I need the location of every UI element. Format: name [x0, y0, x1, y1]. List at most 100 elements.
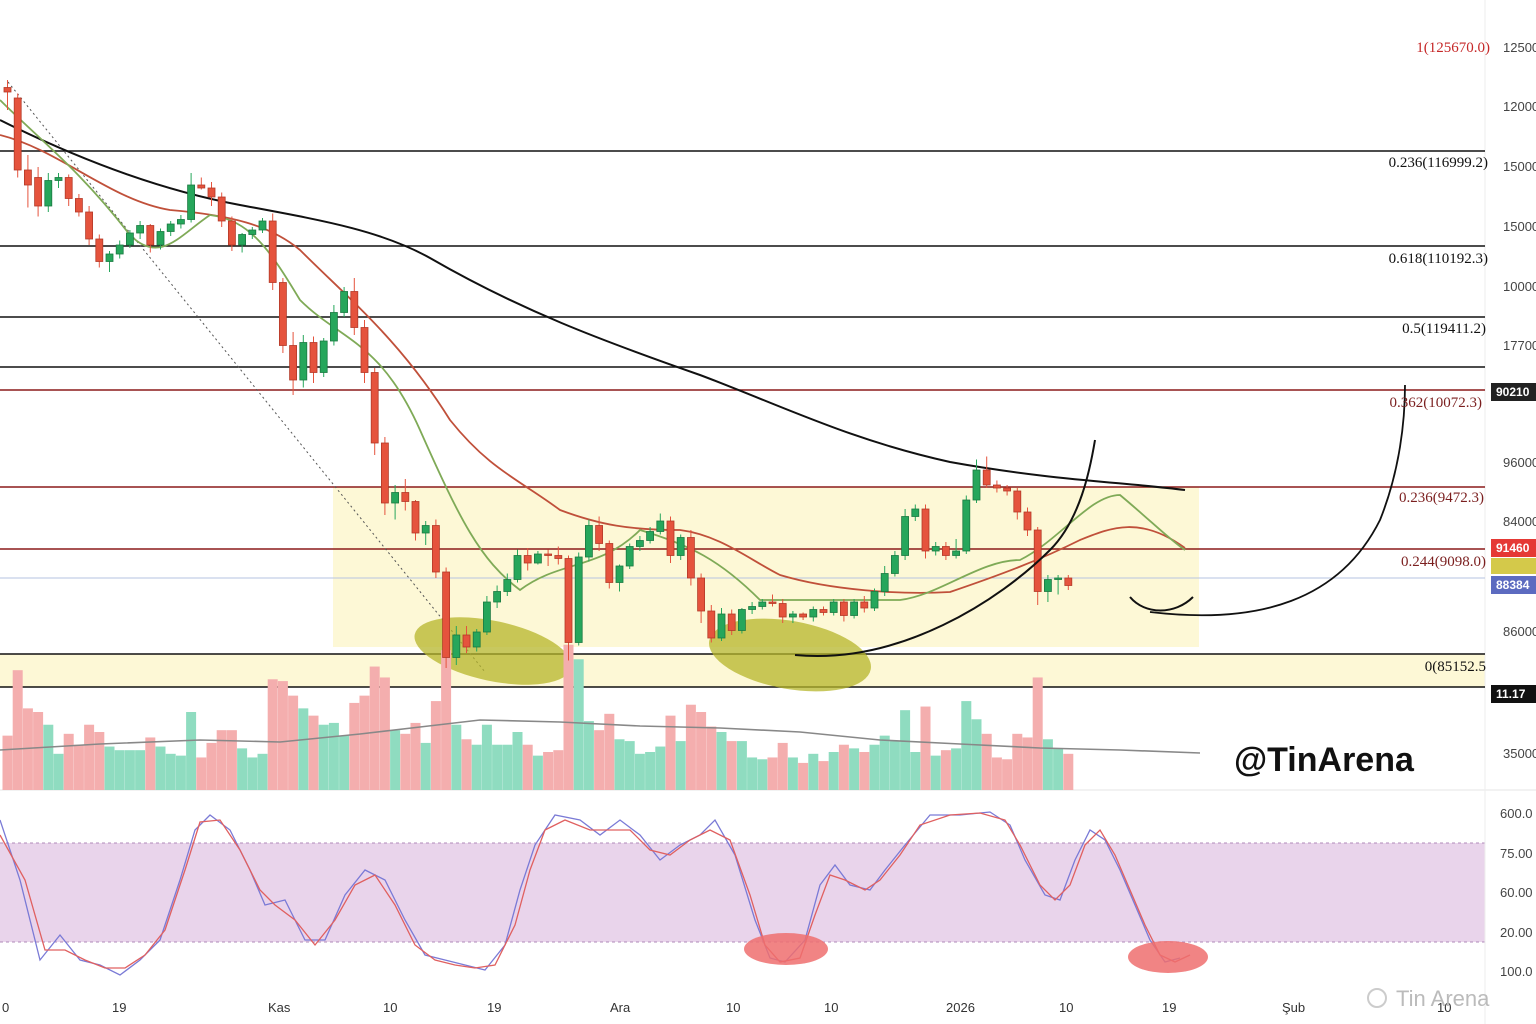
- candle-up: [472, 631, 481, 648]
- candle-up: [901, 516, 909, 556]
- price-tag: [1491, 383, 1536, 401]
- cup-arc: [1129, 596, 1194, 612]
- volume-bar: [175, 755, 186, 790]
- volume-bar: [502, 744, 513, 790]
- moving-averages: [0, 99, 1186, 601]
- volume-bar: [920, 706, 931, 790]
- watermark-text: @TinArena: [1234, 741, 1415, 779]
- footer-watermark: Tin Arena: [1367, 986, 1490, 1011]
- candle-down: [360, 327, 369, 373]
- volume-bar: [889, 741, 900, 790]
- bottom-ellipse: [709, 618, 871, 692]
- candle-down: [34, 177, 42, 207]
- candle-up: [646, 531, 654, 541]
- projection-arc: [1149, 384, 1406, 617]
- price-tag-text: 91460: [1496, 541, 1530, 555]
- volume-bar: [930, 755, 941, 790]
- oscillator-band: [0, 843, 1485, 942]
- price-tag: [1491, 558, 1536, 574]
- candle-up: [850, 601, 858, 616]
- volume-bar: [879, 735, 890, 790]
- volume-bar: [257, 753, 268, 790]
- candle-up: [676, 537, 685, 556]
- oscillator-tick: 60.00: [1500, 885, 1533, 900]
- candle-up: [656, 520, 665, 532]
- footer-watermark-text: Tin Arena: [1396, 986, 1490, 1011]
- candle-up: [136, 225, 145, 234]
- ma-50-line: [0, 134, 1186, 594]
- candle-down: [523, 555, 532, 564]
- oscillator-tick: 75.00: [1500, 846, 1533, 861]
- volume-bar: [1022, 737, 1033, 790]
- volume-bar: [379, 677, 390, 790]
- time-tick: 2026: [946, 1000, 975, 1015]
- candle-up: [1054, 577, 1062, 580]
- volume-bar: [614, 739, 625, 790]
- candle-up: [452, 634, 461, 658]
- volume-bar: [165, 753, 176, 790]
- oversold-marker: [1128, 941, 1208, 973]
- candle-up: [829, 601, 838, 613]
- price-tag: [1491, 576, 1536, 594]
- candle-up: [574, 556, 583, 643]
- price-tick: 12500: [1503, 40, 1536, 55]
- candle-up: [391, 492, 400, 504]
- volume-bar: [859, 752, 870, 790]
- time-tick: 10: [824, 1000, 838, 1015]
- volume-bar: [798, 762, 809, 790]
- volume-bar: [390, 730, 401, 790]
- volume-bar: [675, 741, 686, 790]
- candle-up: [789, 613, 797, 618]
- volume-bar: [634, 753, 645, 790]
- price-tick: 15000: [1503, 219, 1536, 234]
- time-tick: 10: [1059, 1000, 1073, 1015]
- volume-bar: [696, 712, 707, 790]
- candle-down: [13, 97, 22, 171]
- candle-down: [727, 613, 736, 631]
- bottom-ellipse: [414, 617, 572, 685]
- candle-down: [707, 610, 716, 639]
- candle-down: [840, 601, 848, 616]
- volume-bar: [277, 681, 288, 790]
- volume-bar: [685, 704, 696, 790]
- candle-down: [197, 184, 206, 189]
- volume-bar: [716, 732, 727, 790]
- candle-down: [860, 601, 869, 609]
- candle-up: [809, 609, 818, 618]
- candle-down: [85, 211, 93, 240]
- candle-up: [329, 312, 338, 342]
- candle-up: [238, 234, 247, 246]
- candle-down: [289, 345, 298, 381]
- volume-bar: [369, 666, 380, 790]
- candle-up: [513, 555, 522, 580]
- volume-bar: [33, 712, 44, 790]
- volume-bar: [43, 724, 54, 790]
- volume-bar: [910, 752, 921, 790]
- volume-bar: [706, 726, 717, 790]
- time-tick: Şub: [1282, 1000, 1305, 1015]
- time-tick: 10: [726, 1000, 740, 1015]
- volume-bar: [104, 746, 115, 790]
- candle-up: [717, 613, 726, 639]
- volume-bar: [349, 702, 360, 790]
- fib-label: 0.362(10072.3): [1390, 395, 1483, 411]
- volume-bar: [828, 752, 839, 790]
- candle-up: [115, 244, 124, 255]
- candle-down: [23, 169, 32, 186]
- volume-bar: [298, 708, 309, 790]
- volume-bar: [155, 746, 166, 790]
- candle-up: [166, 223, 175, 232]
- volume-bar: [767, 757, 778, 790]
- candle-down: [380, 442, 389, 504]
- volume-bar: [216, 730, 227, 790]
- volume-bar: [471, 744, 482, 790]
- volume-bar: [604, 713, 615, 790]
- time-tick: 0: [2, 1000, 9, 1015]
- fib-label: 0.236(9472.3): [1399, 490, 1484, 506]
- candle-down: [411, 501, 420, 534]
- candle-up: [340, 291, 349, 313]
- volume-bar: [512, 732, 523, 790]
- candle-up: [738, 609, 746, 631]
- volume-bar: [359, 695, 370, 790]
- volume-bar: [410, 722, 421, 790]
